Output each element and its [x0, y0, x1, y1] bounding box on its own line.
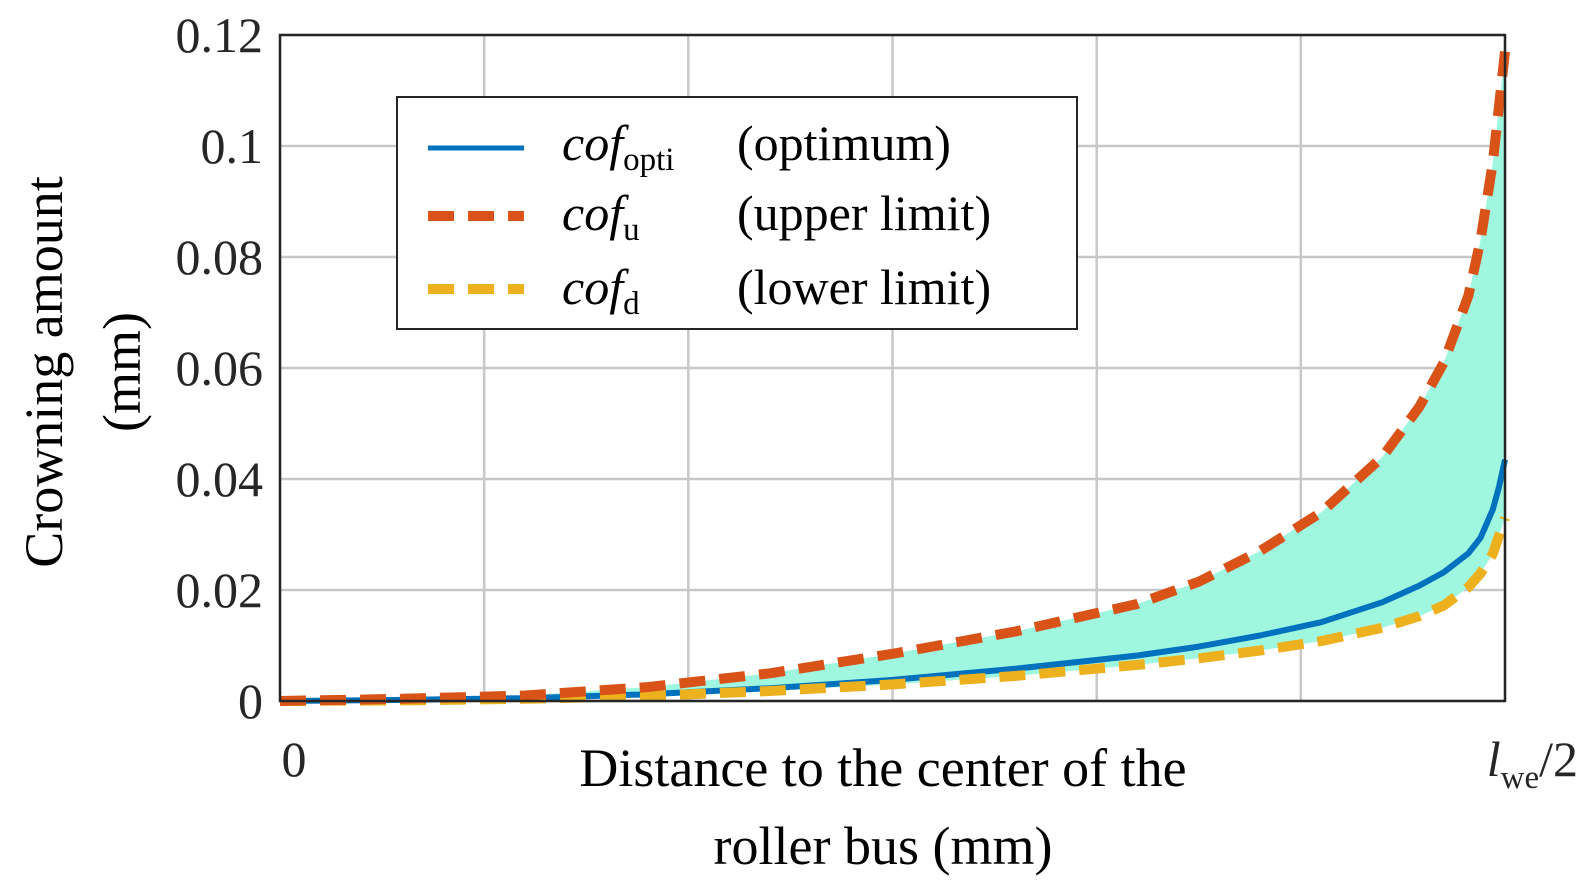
x-tick-end: lwe/2 — [1487, 731, 1578, 796]
y-tick-label-3: 0.06 — [176, 340, 264, 396]
y-tick-label-5: 0.1 — [201, 118, 264, 174]
y-tick-label-0: 0 — [238, 673, 263, 729]
y-tick-label-4: 0.08 — [176, 229, 264, 285]
y-tick-labels: 0 0.02 0.04 0.06 0.08 0.1 0.12 — [176, 7, 264, 729]
y-axis-label-line2: (mm) — [92, 312, 152, 432]
series-lines — [279, 51, 1510, 706]
x-tick-end-main: l — [1487, 731, 1501, 787]
x-tick-end-tail: /2 — [1539, 731, 1578, 787]
series-line-upper — [279, 51, 1510, 706]
y-tick-label-6: 0.12 — [176, 7, 264, 63]
x-tick-start: 0 — [282, 731, 307, 787]
legend-label-upper: cofu (upper limit) — [562, 185, 991, 248]
plot-frame — [278, 33, 1507, 703]
x-axis-label-line2: roller bus (mm) — [714, 816, 1053, 876]
y-axis-label-line1: Crowning amount — [14, 176, 74, 567]
x-axis-label-line1: Distance to the center of the — [579, 738, 1186, 798]
y-tick-label-1: 0.02 — [176, 562, 264, 618]
y-tick-label-2: 0.04 — [176, 451, 264, 507]
series-line-lower — [279, 516, 1510, 706]
x-tick-end-sub: we — [1501, 760, 1539, 796]
legend: cofopti (optimum) cofu (upper limit) cofd(… — [396, 96, 1078, 330]
legend-label-lower: cofd (lower limit) — [562, 259, 991, 322]
legend-label-opti: cofopti (optimum) — [562, 115, 951, 178]
